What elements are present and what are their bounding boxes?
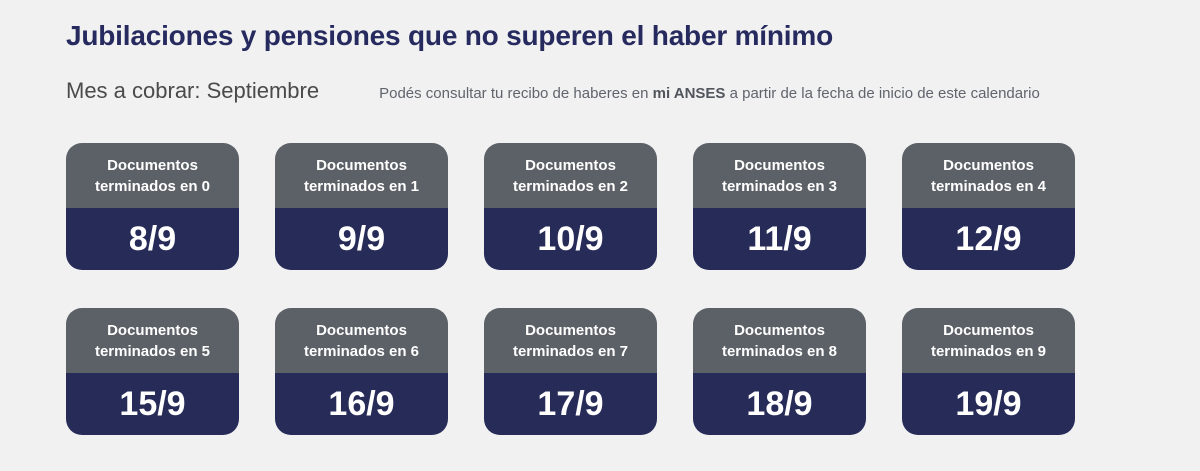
card-date: 15/9 [119, 384, 186, 423]
card-label-line1: Documentos [734, 156, 825, 174]
card-label-line2: terminados en 3 [721, 177, 838, 195]
card-header: Documentos terminados en 6 [275, 308, 448, 373]
card-body: 9/9 [275, 208, 448, 270]
card-label-line2: terminados en 0 [94, 177, 211, 195]
card-date: 19/9 [955, 384, 1022, 423]
card-label-line2: terminados en 7 [512, 342, 629, 360]
card-header: Documentos terminados en 1 [275, 143, 448, 208]
card-label-line1: Documentos [107, 321, 198, 339]
card-label-line1: Documentos [943, 321, 1034, 339]
receipt-note: Podés consultar tu recibo de haberes en … [379, 85, 1040, 102]
card-body: 18/9 [693, 373, 866, 435]
card-header: Documentos terminados en 9 [902, 308, 1075, 373]
card-body: 11/9 [693, 208, 866, 270]
card-label-line1: Documentos [316, 156, 407, 174]
card-header: Documentos terminados en 4 [902, 143, 1075, 208]
payment-card-digit-0: Documentos terminados en 0 8/9 [66, 143, 239, 270]
cards-row-2: Documentos terminados en 5 15/9 Document… [66, 308, 1200, 435]
card-date: 18/9 [746, 384, 813, 423]
card-body: 10/9 [484, 208, 657, 270]
payment-card-digit-3: Documentos terminados en 3 11/9 [693, 143, 866, 270]
payment-card-digit-7: Documentos terminados en 7 17/9 [484, 308, 657, 435]
card-label-line1: Documentos [316, 321, 407, 339]
card-date: 11/9 [747, 219, 812, 258]
mi-anses-label: mi ANSES [652, 85, 726, 102]
card-date: 10/9 [537, 219, 604, 258]
card-date: 8/9 [128, 219, 177, 258]
cards-row-1: Documentos terminados en 0 8/9 Documento… [66, 143, 1200, 270]
card-header: Documentos terminados en 2 [484, 143, 657, 208]
card-body: 19/9 [902, 373, 1075, 435]
card-label-line1: Documentos [525, 321, 616, 339]
card-label-line2: terminados en 9 [930, 342, 1047, 360]
card-label-line2: terminados en 5 [94, 342, 211, 360]
payment-card-digit-4: Documentos terminados en 4 12/9 [902, 143, 1075, 270]
card-date: 12/9 [955, 219, 1022, 258]
card-label-line2: terminados en 6 [303, 342, 420, 360]
card-body: 12/9 [902, 208, 1075, 270]
card-label-line1: Documentos [525, 156, 616, 174]
card-label-line1: Documentos [734, 321, 825, 339]
card-label-line2: terminados en 8 [721, 342, 838, 360]
card-body: 16/9 [275, 373, 448, 435]
payment-card-digit-2: Documentos terminados en 2 10/9 [484, 143, 657, 270]
payment-card-digit-1: Documentos terminados en 1 9/9 [275, 143, 448, 270]
card-header: Documentos terminados en 3 [693, 143, 866, 208]
card-label-line2: terminados en 1 [303, 177, 420, 195]
card-header: Documentos terminados en 8 [693, 308, 866, 373]
payment-card-digit-6: Documentos terminados en 6 16/9 [275, 308, 448, 435]
card-date: 9/9 [337, 219, 386, 258]
card-body: 15/9 [66, 373, 239, 435]
card-header: Documentos terminados en 5 [66, 308, 239, 373]
payment-card-digit-9: Documentos terminados en 9 19/9 [902, 308, 1075, 435]
card-body: 17/9 [484, 373, 657, 435]
card-date: 16/9 [328, 384, 395, 423]
calendar-section: Jubilaciones y pensiones que no superen … [66, 20, 1200, 435]
card-label-line2: terminados en 4 [930, 177, 1047, 195]
card-label-line1: Documentos [107, 156, 198, 174]
payment-cards-grid: Documentos terminados en 0 8/9 Documento… [66, 143, 1200, 435]
payment-card-digit-5: Documentos terminados en 5 15/9 [66, 308, 239, 435]
subheader-row: Mes a cobrar: Septiembre Podés consultar… [66, 78, 1200, 104]
page-title: Jubilaciones y pensiones que no superen … [66, 20, 833, 51]
card-date: 17/9 [537, 384, 604, 423]
card-header: Documentos terminados en 7 [484, 308, 657, 373]
card-body: 8/9 [66, 208, 239, 270]
month-label: Mes a cobrar: Septiembre [66, 78, 320, 103]
card-header: Documentos terminados en 0 [66, 143, 239, 208]
receipt-note-prefix: Podés consultar tu recibo de haberes en [379, 85, 653, 102]
receipt-note-suffix: a partir de la fecha de inicio de este c… [725, 85, 1040, 102]
card-label-line2: terminados en 2 [512, 177, 629, 195]
card-label-line1: Documentos [943, 156, 1034, 174]
payment-card-digit-8: Documentos terminados en 8 18/9 [693, 308, 866, 435]
